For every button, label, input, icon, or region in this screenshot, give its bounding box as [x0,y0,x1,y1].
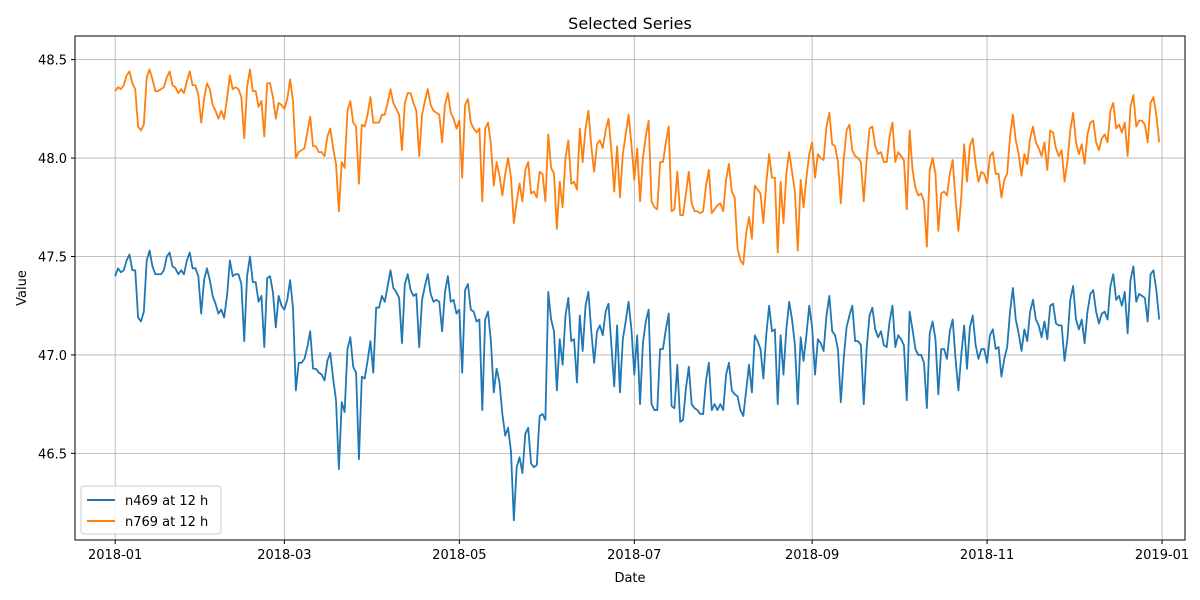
x-tick-label: 2019-01 [1135,548,1189,563]
legend-box [80,485,222,535]
y-axis-label: Value [15,270,30,306]
x-tick-label: 2018-01 [88,548,142,563]
series-line-2 [114,68,1161,266]
legend-label: n769 at 12 h [125,515,208,530]
x-tick-label: 2018-05 [432,548,486,563]
x-tick-label: 2018-07 [607,548,661,563]
chart-title: Selected Series [568,14,692,33]
series-line-1 [114,249,1161,522]
legend: n469 at 12 h n769 at 12 h [80,485,222,535]
y-tick-label: 46.5 [38,447,67,462]
x-tick-label: 2018-09 [785,548,839,563]
axis-ticks: 2018-01 2018-03 2018-05 2018-07 2018-09 2018-… [38,54,1189,563]
y-tick-label: 48.5 [38,54,67,69]
x-axis-label: Date [614,571,645,586]
plot-frame [74,35,1186,541]
x-tick-label: 2018-11 [960,548,1014,563]
y-tick-label: 48.0 [38,152,67,167]
series-lines [114,68,1161,522]
legend-label: n469 at 12 h [125,494,208,509]
x-tick-label: 2018-03 [257,548,311,563]
y-tick-label: 47.5 [38,251,67,266]
y-tick-label: 47.0 [38,349,67,364]
